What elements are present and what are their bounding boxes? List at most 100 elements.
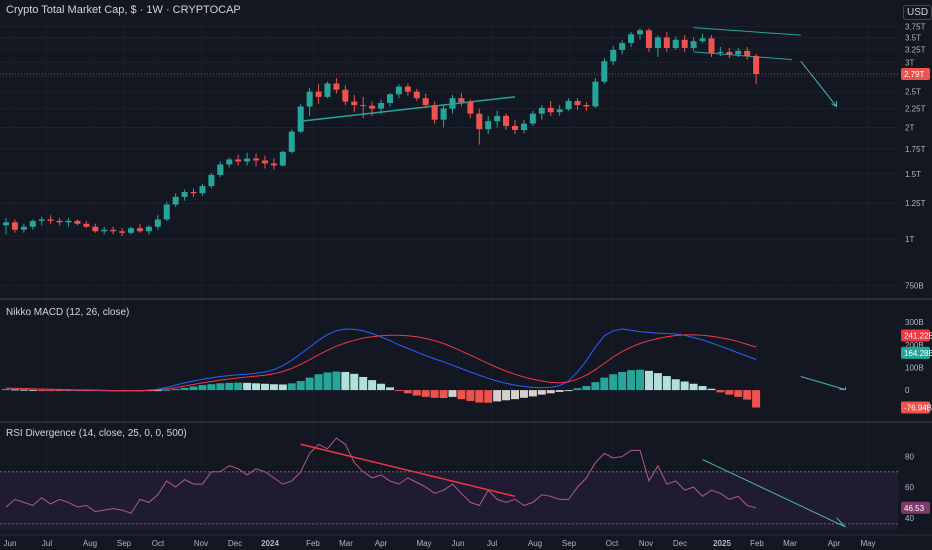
- candles: [0, 28, 898, 236]
- macd-hist-bar: [752, 390, 761, 408]
- macd-hist-bar: [368, 380, 377, 391]
- time-tick-label: 2024: [261, 539, 279, 548]
- macd-signal-value-bg: [901, 329, 930, 342]
- macd-hist-bar: [421, 390, 430, 397]
- candle-body: [65, 220, 72, 223]
- macd-hist-bar: [153, 390, 162, 392]
- macd-hist-bar: [171, 388, 180, 391]
- candle-body: [190, 192, 197, 194]
- candle-body: [217, 164, 224, 175]
- macd-title: Nikko MACD (12, 26, close): [6, 307, 130, 318]
- candle-body: [253, 158, 260, 161]
- macd-hist-bar: [618, 371, 627, 391]
- macd-hist-bar: [225, 382, 234, 391]
- candle-body: [476, 113, 483, 130]
- macd-hist-bar: [385, 387, 394, 391]
- candle-body: [404, 86, 411, 92]
- macd-hist-bar: [466, 390, 475, 401]
- macd-hist-bar: [350, 373, 359, 391]
- macd-hist-bar: [314, 374, 323, 391]
- time-tick-label: Dec: [228, 539, 242, 548]
- time-tick-label: Jul: [487, 539, 497, 548]
- rsi-tick-label: 80: [905, 453, 914, 462]
- time-tick-label: Aug: [83, 539, 97, 548]
- price-tick-label: 2.5T: [905, 88, 921, 97]
- candle-body: [753, 55, 760, 74]
- time-tick-label: Jul: [42, 539, 52, 548]
- candle-body: [378, 102, 385, 109]
- macd-hist-bar: [582, 386, 591, 391]
- macd-hist-bar: [609, 374, 618, 391]
- candle-body: [244, 158, 251, 162]
- candle-body: [708, 38, 715, 53]
- time-tick-label: Nov: [194, 539, 208, 548]
- rsi-lines: [5, 437, 846, 528]
- macd-hist-bar: [555, 390, 564, 392]
- candle-body: [360, 105, 367, 107]
- candle-body: [315, 91, 322, 97]
- macd-hist-bar: [644, 370, 653, 391]
- macd-hist-bar: [573, 388, 582, 391]
- macd-hist-bar: [234, 382, 243, 391]
- candle-body: [467, 102, 474, 114]
- macd-hist-value-bg: [901, 401, 930, 414]
- macd-hist-bar: [278, 384, 287, 391]
- macd-hist-bar: [493, 390, 502, 402]
- price-tick-label: 2T: [905, 124, 914, 133]
- macd-hist-bar: [189, 386, 198, 391]
- macd-lines: [5, 328, 846, 392]
- macd-hist-value: -76.94B: [904, 404, 932, 413]
- macd-tick-label: 300B: [905, 318, 924, 327]
- macd-hist-bar: [662, 376, 671, 391]
- price-tick-label: 3.75T: [905, 22, 926, 31]
- candle-body: [235, 159, 242, 162]
- price-tick-label: 3.25T: [905, 45, 926, 54]
- macd-hist-bar: [341, 371, 350, 391]
- candle-body: [101, 229, 108, 232]
- time-tick-label: Aug: [528, 539, 542, 548]
- chart-title: Crypto Total Market Cap, $ · 1W · CRYPTO…: [6, 4, 241, 16]
- candle-body: [735, 50, 742, 55]
- macd-hist-bar: [430, 390, 439, 398]
- macd-hist-bar: [252, 383, 261, 391]
- candle-body: [226, 159, 233, 165]
- macd-hist-bar: [564, 390, 573, 392]
- channel-lower-line: [693, 51, 792, 61]
- macd-hist-bar: [591, 382, 600, 391]
- macd-tick-label: 100B: [905, 363, 924, 372]
- rsi-tick-label: 60: [905, 483, 914, 492]
- candle-body: [136, 228, 143, 232]
- time-tick-label: Jun: [452, 539, 465, 548]
- macd-hist-bar: [260, 383, 269, 391]
- candle-body: [503, 115, 510, 126]
- time-tick-label: Apr: [375, 539, 388, 548]
- candle-body: [172, 196, 179, 205]
- candle-body: [619, 43, 626, 50]
- candle-body: [520, 123, 527, 130]
- candle-body: [699, 38, 706, 42]
- candle-body: [601, 61, 608, 82]
- macd-hist-bar: [28, 389, 37, 391]
- candle-body: [29, 220, 36, 227]
- candle-body: [663, 37, 670, 48]
- last-price-label-bg: [901, 67, 930, 80]
- macd-hist-bar: [332, 371, 341, 391]
- macd-hist-bar: [475, 390, 484, 403]
- trendlines: [300, 27, 837, 122]
- candle-body: [145, 226, 152, 232]
- macd-projection-arrow: [800, 376, 846, 391]
- candle-body: [181, 192, 188, 197]
- candle-body: [110, 229, 117, 232]
- macd-hist-bar: [19, 389, 28, 391]
- candle-body: [565, 100, 572, 110]
- price-tick-label: 1.5T: [905, 170, 921, 179]
- candle-body: [654, 37, 661, 48]
- rsi-value-bg: [901, 501, 930, 514]
- currency-button[interactable]: USD: [903, 5, 932, 20]
- macd-histogram: [2, 369, 761, 408]
- macd-hist-bar: [636, 369, 645, 391]
- rsi-value: 46.53: [904, 504, 925, 513]
- macd-hist-bar: [653, 373, 662, 391]
- macd-hist-bar: [46, 390, 55, 392]
- candle-body: [512, 125, 519, 130]
